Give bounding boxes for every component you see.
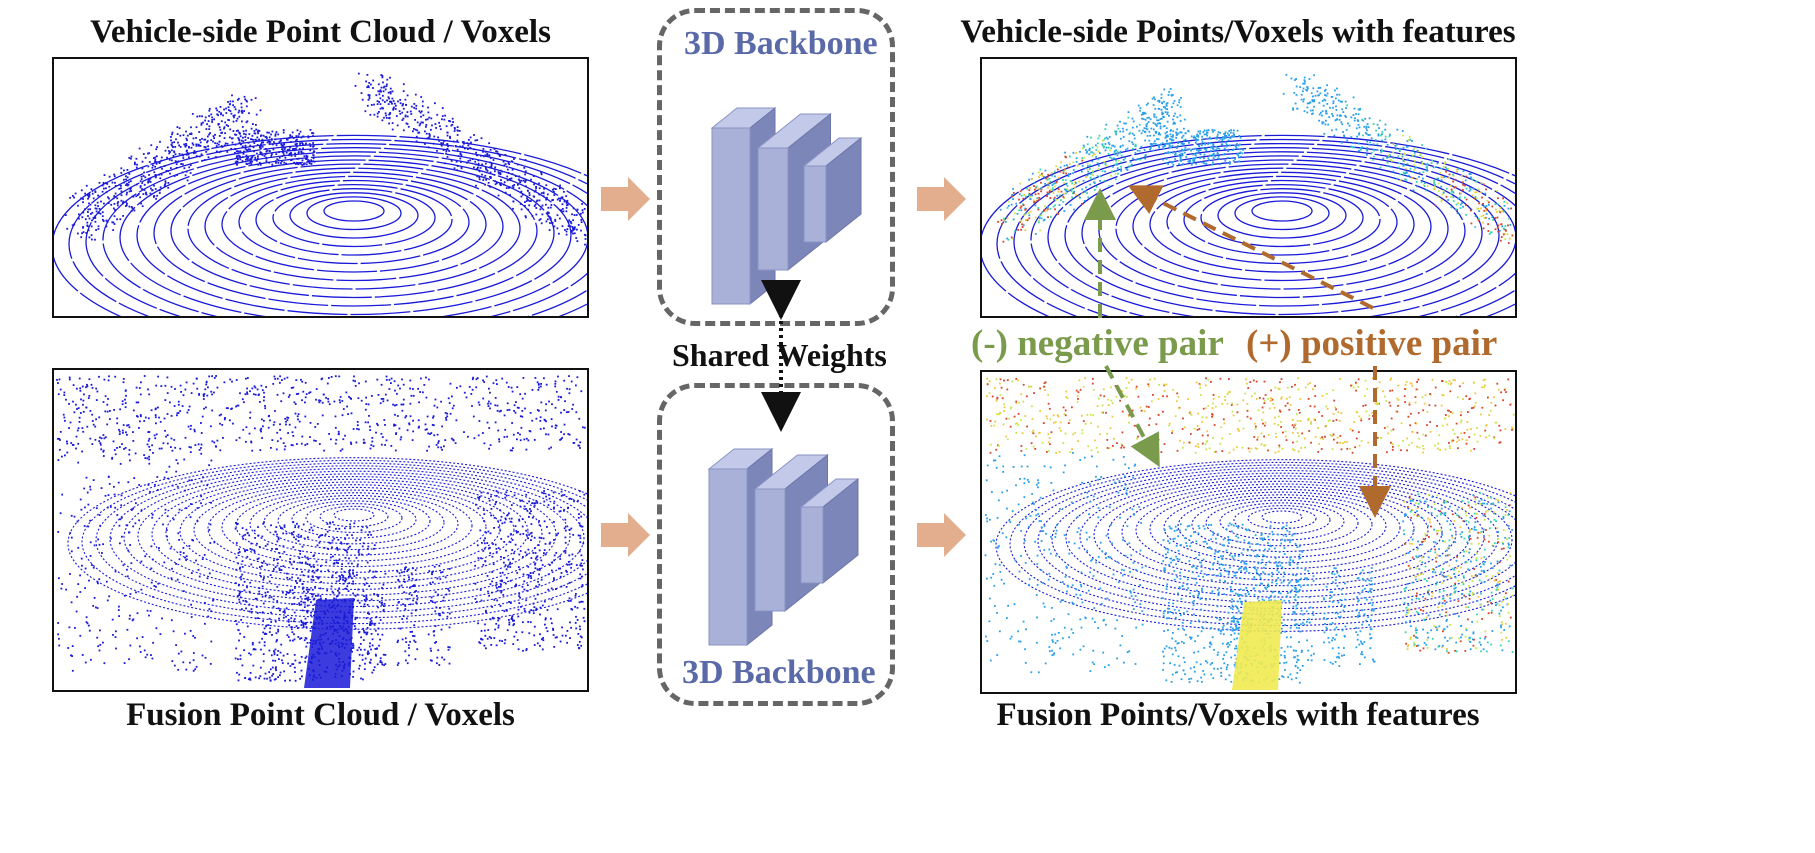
title-vehicle-side-features: Vehicle-side Points/Voxels with features — [960, 14, 1516, 50]
point-cloud-points — [997, 73, 1514, 244]
vehicle-side-point-cloud-image — [52, 57, 589, 318]
flow-arrow-top-left — [601, 177, 650, 221]
positive-pair-label: (+) positive pair — [1246, 323, 1498, 364]
flow-arrow-top-right — [917, 177, 966, 221]
fusion-point-cloud-image — [52, 368, 589, 692]
point-cloud-points — [64, 72, 587, 246]
point-cloud-rings — [54, 134, 587, 316]
road-strip — [304, 598, 354, 688]
title-fusion-features: Fusion Points/Voxels with features — [996, 697, 1480, 733]
negative-pair-label: (-) negative pair — [971, 323, 1224, 364]
point-cloud-points — [56, 375, 586, 682]
backbone-label-bottom: 3D Backbone — [682, 654, 876, 691]
shared-weights-label: Shared Weights — [672, 337, 887, 373]
road-strip — [1232, 600, 1282, 690]
title-fusion-point-cloud: Fusion Point Cloud / Voxels — [126, 697, 515, 733]
point-cloud-points — [984, 377, 1515, 684]
point-cloud-rings — [67, 457, 587, 630]
fusion-features-image — [980, 370, 1517, 694]
title-vehicle-side-point-cloud: Vehicle-side Point Cloud / Voxels — [90, 14, 551, 50]
flow-arrow-bottom-left — [601, 513, 650, 557]
flow-arrow-bottom-right — [917, 513, 966, 557]
vehicle-side-features-image — [980, 57, 1517, 318]
backbone-label-top: 3D Backbone — [684, 25, 878, 62]
